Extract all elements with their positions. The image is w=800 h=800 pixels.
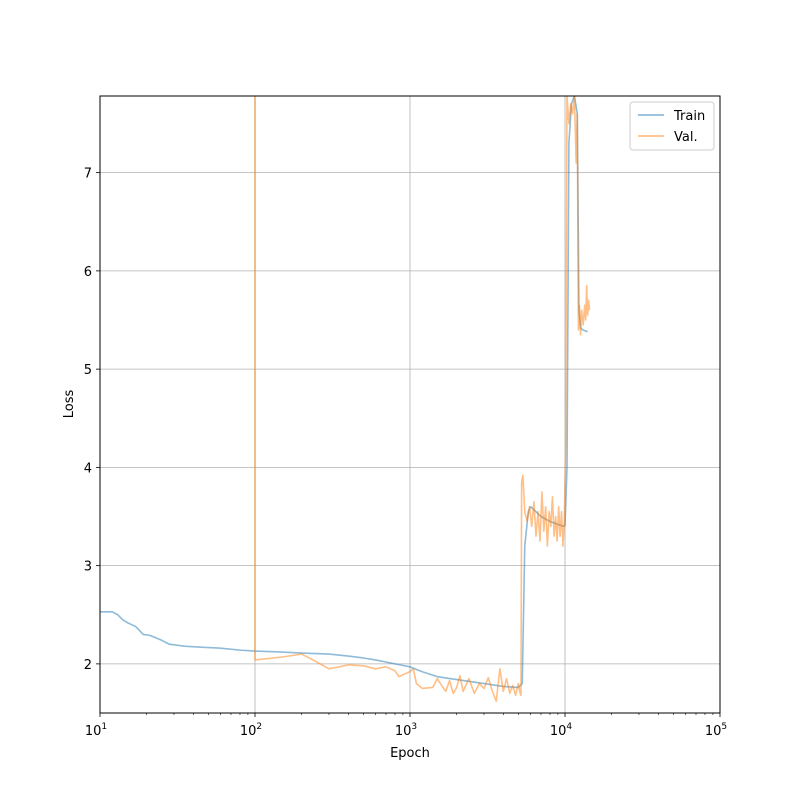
x-tick-label: 102 [240,722,262,739]
y-tick-label: 6 [84,265,92,280]
y-tick-label: 5 [84,363,92,378]
x-tick-label: 104 [550,722,573,739]
x-tick-label-base: 10 [550,724,567,739]
legend-box [629,101,715,151]
series-layer [100,96,591,703]
x-axis-label: Epoch [390,746,430,761]
series-line-val [254,96,591,703]
x-tick-label-base: 10 [240,724,257,739]
y-tick-label: 3 [84,560,92,575]
x-tick-label-base: 10 [705,724,722,739]
x-tick-label: 105 [705,722,727,739]
legend-label: Val. [674,130,698,145]
x-tick-label-base: 10 [395,724,412,739]
x-tick-label-exponent: 3 [411,722,417,732]
x-tick-label-exponent: 2 [256,722,262,732]
x-tick-label-exponent: 5 [721,722,727,732]
series-line-train [100,96,588,689]
y-tick-label: 2 [84,658,92,673]
x-tick-label-exponent: 4 [566,722,572,732]
legend-label: Train [673,109,705,124]
x-tick-label: 103 [395,722,417,739]
x-tick-label-base: 10 [85,724,102,739]
legend: Train Val. [629,101,715,151]
y-tick-label: 4 [84,461,92,476]
y-tick-label: 7 [84,167,92,182]
x-tick-label-exponent: 1 [101,722,107,732]
y-axis-label: Loss [62,390,77,419]
x-tick-label: 101 [85,722,107,739]
